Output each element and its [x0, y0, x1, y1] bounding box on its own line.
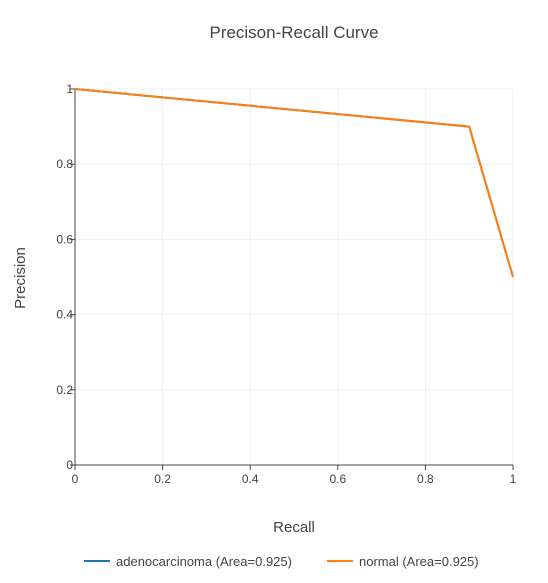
legend-label-1: normal (Area=0.925) [359, 554, 479, 569]
x-tick-label: 0.8 [417, 472, 434, 486]
chart-title: Precison-Recall Curve [209, 23, 378, 42]
x-tick-label: 0.6 [329, 472, 346, 486]
y-tick-label: 0.4 [56, 308, 73, 322]
series-lines [74, 88, 514, 278]
series-line-1 [74, 88, 514, 278]
x-axis-label: Recall [273, 519, 315, 536]
legend: adenocarcinoma (Area=0.925) normal (Area=… [84, 554, 479, 569]
legend-label-0: adenocarcinoma (Area=0.925) [116, 554, 292, 569]
y-tick-label: 0.8 [56, 157, 73, 171]
x-tick-label: 0.2 [154, 472, 171, 486]
x-tick-label: 0.4 [242, 472, 259, 486]
y-tick-labels: 0 0.2 0.4 0.6 0.8 1 [56, 82, 75, 472]
x-tick-labels: 0 0.2 0.4 0.6 0.8 1 [72, 465, 517, 486]
y-tick-label: 0.6 [56, 232, 73, 246]
x-tick-label: 1 [510, 472, 517, 486]
y-tick-label: 0 [66, 458, 73, 472]
y-tick-label: 0.2 [56, 383, 73, 397]
y-tick-label: 1 [66, 82, 73, 96]
x-tick-label: 0 [72, 472, 79, 486]
axes [74, 89, 513, 466]
y-axis-label: Precision [12, 247, 29, 309]
